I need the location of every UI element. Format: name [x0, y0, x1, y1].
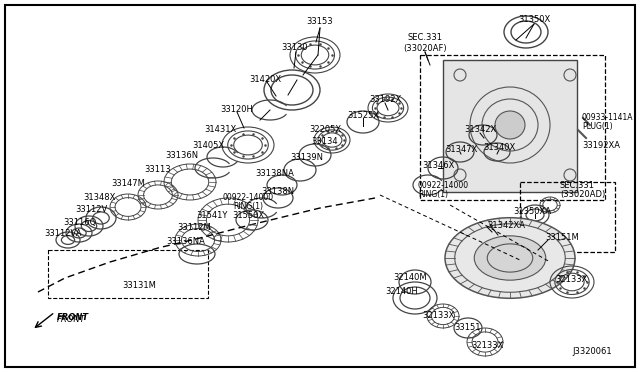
- Bar: [420, 55, 605, 200]
- Text: FRONT: FRONT: [57, 315, 86, 324]
- Text: 33113: 33113: [145, 166, 172, 174]
- Text: RING(1): RING(1): [418, 189, 448, 199]
- Text: 31350XA: 31350XA: [513, 208, 551, 217]
- Text: 33138NA: 33138NA: [255, 169, 294, 177]
- Text: 00933-1141A: 00933-1141A: [582, 113, 634, 122]
- Text: 33130: 33130: [282, 44, 308, 52]
- Text: 31348X: 31348X: [83, 193, 115, 202]
- Text: 31420X: 31420X: [249, 76, 281, 84]
- Text: 31346X: 31346X: [422, 161, 454, 170]
- Text: SEC.331: SEC.331: [560, 180, 595, 189]
- Text: 33116Q: 33116Q: [63, 218, 97, 227]
- Text: 33151M: 33151M: [545, 234, 579, 243]
- Text: 33192X: 33192X: [369, 96, 401, 105]
- Ellipse shape: [474, 236, 546, 280]
- Ellipse shape: [495, 111, 525, 139]
- Text: 33134: 33134: [312, 138, 339, 147]
- Text: 33136NA: 33136NA: [166, 237, 205, 247]
- FancyBboxPatch shape: [443, 60, 577, 192]
- Text: 33120H: 33120H: [221, 106, 253, 115]
- Text: 33147M: 33147M: [111, 179, 145, 187]
- Text: 31541Y: 31541Y: [196, 211, 228, 219]
- Text: 31405X: 31405X: [192, 141, 224, 150]
- Text: 33192XA: 33192XA: [582, 141, 620, 150]
- Text: 32140H: 32140H: [386, 288, 419, 296]
- Text: 33112V: 33112V: [75, 205, 107, 215]
- Bar: [48, 250, 208, 298]
- Text: SEC.331: SEC.331: [408, 33, 442, 42]
- Text: RING(1): RING(1): [233, 202, 263, 212]
- Text: 31347X: 31347X: [445, 145, 477, 154]
- Text: 32133X: 32133X: [422, 311, 454, 320]
- Text: 31550X: 31550X: [232, 211, 264, 219]
- Text: PLUG(1): PLUG(1): [582, 122, 612, 131]
- Text: 32133X: 32133X: [555, 276, 587, 285]
- Text: 33153: 33153: [307, 17, 333, 26]
- Text: J3320061: J3320061: [572, 347, 612, 356]
- Ellipse shape: [445, 218, 575, 298]
- Bar: [520, 182, 615, 252]
- Text: 31342XA: 31342XA: [487, 221, 525, 230]
- Text: 33138N: 33138N: [261, 187, 294, 196]
- Text: 33112VA: 33112VA: [44, 230, 82, 238]
- Text: 33139N: 33139N: [291, 154, 323, 163]
- Text: 33136N: 33136N: [165, 151, 198, 160]
- Text: 31525X: 31525X: [347, 110, 379, 119]
- Text: 32205X: 32205X: [309, 125, 341, 135]
- Text: 33151: 33151: [455, 324, 481, 333]
- Text: (33020AD): (33020AD): [560, 190, 605, 199]
- Text: 31431X: 31431X: [204, 125, 236, 135]
- Text: 31340X: 31340X: [483, 144, 515, 153]
- Text: FRONT: FRONT: [57, 314, 89, 323]
- Text: 32140M: 32140M: [393, 273, 427, 282]
- Text: 31350X: 31350X: [518, 16, 550, 25]
- Text: 00922-14000: 00922-14000: [223, 193, 273, 202]
- Text: (33020AF): (33020AF): [403, 44, 447, 52]
- Text: 33131M: 33131M: [122, 280, 156, 289]
- Text: 32133X: 32133X: [471, 340, 503, 350]
- Text: 31342X: 31342X: [464, 125, 496, 135]
- Text: 33112M: 33112M: [177, 224, 211, 232]
- Text: 00922-14000: 00922-14000: [418, 180, 469, 189]
